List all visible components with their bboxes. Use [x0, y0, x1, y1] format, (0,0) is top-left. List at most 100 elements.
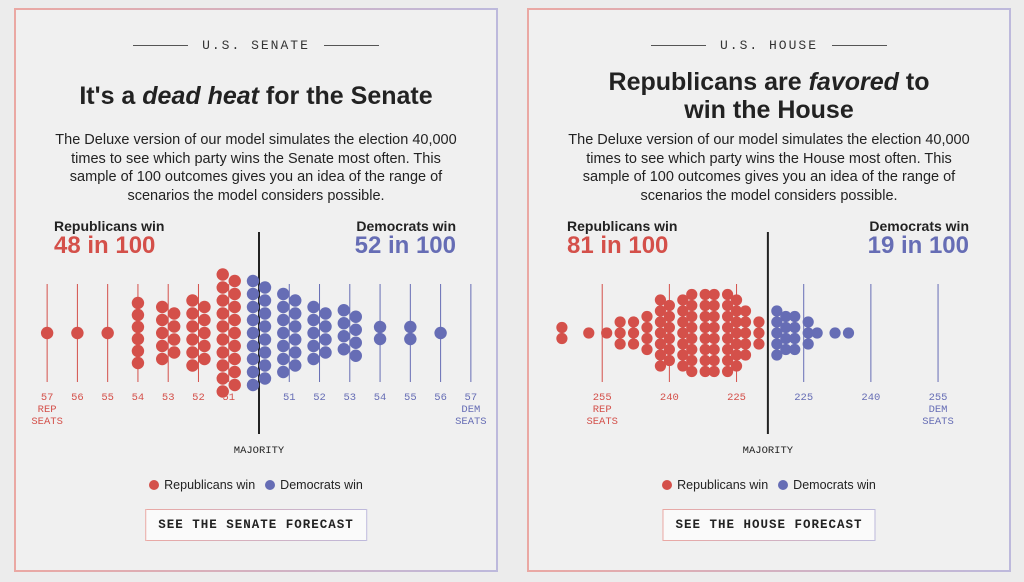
outcome-dot — [654, 349, 667, 361]
outcome-dot — [186, 346, 199, 359]
outcome-dot — [556, 321, 568, 334]
dem-odds: 19 in 100 — [867, 232, 969, 259]
outcome-dot — [277, 300, 290, 314]
x-tick-label: 53 — [162, 392, 175, 404]
legend: Republicans win Democrats win — [529, 478, 1009, 492]
outcome-dot — [686, 343, 698, 356]
outcome-dot — [258, 320, 272, 333]
outcome-dot — [780, 321, 792, 334]
title-part: It's a — [79, 82, 143, 110]
rep-label: Republicans win — [54, 218, 165, 234]
outcome-dot — [246, 365, 260, 379]
outcome-dot — [663, 321, 675, 334]
outcome-dot — [802, 338, 814, 350]
outcome-dot — [277, 287, 290, 301]
outcome-dot — [708, 288, 720, 301]
forecast-button[interactable]: SEE THE HOUSE FORECAST — [662, 509, 876, 541]
outcome-dot — [789, 332, 801, 345]
outcome-dot — [258, 333, 272, 346]
outcome-dot — [829, 327, 841, 339]
outcome-dot — [771, 305, 783, 317]
x-tick-label: 240 — [861, 392, 880, 404]
outcome-dot — [186, 294, 199, 307]
x-tick-label: 240 — [660, 392, 679, 404]
majority-label: MAJORITY — [234, 445, 285, 457]
x-tick-label: 53 — [343, 392, 356, 404]
outcome-dot — [228, 365, 241, 379]
outcome-dot — [71, 326, 84, 340]
outcome-dot — [258, 372, 272, 385]
legend-swatch — [662, 480, 673, 490]
outcome-dot — [686, 354, 698, 367]
legend-label: Republicans win — [677, 478, 769, 492]
forecast-button[interactable]: SEE THE SENATE FORECAST — [145, 509, 367, 541]
x-tick-label: 54 — [132, 392, 145, 404]
outcome-dot — [842, 327, 855, 339]
outcome-dot — [627, 316, 640, 328]
outcome-dot — [246, 378, 260, 392]
outcome-dot — [349, 336, 362, 349]
outcome-dot — [677, 305, 689, 317]
axis-label: DEM — [461, 404, 480, 416]
outcome-dot — [614, 338, 626, 350]
outcome-dot — [677, 360, 689, 372]
outcome-dot — [373, 320, 387, 334]
outcome-dot — [654, 294, 667, 306]
outcome-dot — [131, 356, 145, 370]
outcome-dot — [246, 287, 260, 301]
title: Republicans are favored to win the House — [599, 68, 939, 124]
legend-swatch — [149, 480, 160, 490]
outcome-dot — [258, 346, 272, 359]
outcome-dot — [198, 300, 211, 314]
outcome-dot — [771, 327, 783, 339]
outcome-dot — [686, 288, 698, 301]
outcome-dot — [168, 346, 181, 359]
outcome-dot — [811, 327, 823, 339]
outcome-dot — [708, 332, 720, 345]
outcome-dot — [730, 316, 743, 328]
outcome-dot — [246, 339, 260, 353]
axis-label: SEATS — [455, 416, 487, 428]
outcome-dot — [156, 300, 169, 314]
outcome-dot — [258, 281, 272, 294]
legend-item: Republicans win — [662, 478, 768, 492]
outcome-dot — [156, 352, 169, 366]
x-tick-label: 56 — [434, 392, 447, 404]
outcome-dot — [289, 333, 302, 346]
outcome-dot — [721, 288, 734, 301]
outcome-dot — [289, 359, 302, 372]
outcome-dot — [216, 294, 229, 307]
outcome-dot — [216, 385, 229, 398]
outcome-dot — [771, 349, 783, 361]
x-tick-label: 51 — [283, 392, 296, 404]
outcome-dot — [802, 327, 814, 339]
outcome-dot — [216, 346, 229, 359]
outcome-dot — [228, 378, 241, 392]
outcome-dot — [307, 339, 320, 353]
outcome-dot — [289, 320, 302, 333]
description: The Deluxe version of our model simulate… — [55, 132, 457, 204]
x-tick-label: 57 — [465, 392, 478, 404]
outcome-dot — [168, 333, 181, 346]
outcome-dot — [721, 343, 734, 356]
axis-label: REP — [593, 404, 612, 416]
outcome-dot — [654, 327, 667, 339]
outcome-dot — [739, 327, 752, 339]
dem-odds: 52 in 100 — [354, 232, 456, 259]
outcome-dot — [654, 338, 667, 350]
outcome-dot — [789, 321, 801, 334]
outcome-dot — [780, 310, 792, 323]
outcome-dot — [730, 338, 743, 350]
outcome-dot — [708, 365, 720, 378]
outcome-dot — [686, 310, 698, 323]
rep-label: Republicans win — [567, 218, 678, 234]
title-part: to win the House — [684, 68, 930, 124]
senate-chart: 57 56 55 54 53 52 51 51 52 53 54 55 56 57REPSEATSDEMS… — [31, 232, 487, 457]
title-part: Republicans are — [608, 68, 809, 96]
outcome-dot — [708, 310, 720, 323]
outcome-dot — [131, 308, 145, 322]
outcome-dot — [307, 326, 320, 340]
outcome-dot — [228, 326, 241, 340]
outcome-dot — [583, 327, 595, 339]
